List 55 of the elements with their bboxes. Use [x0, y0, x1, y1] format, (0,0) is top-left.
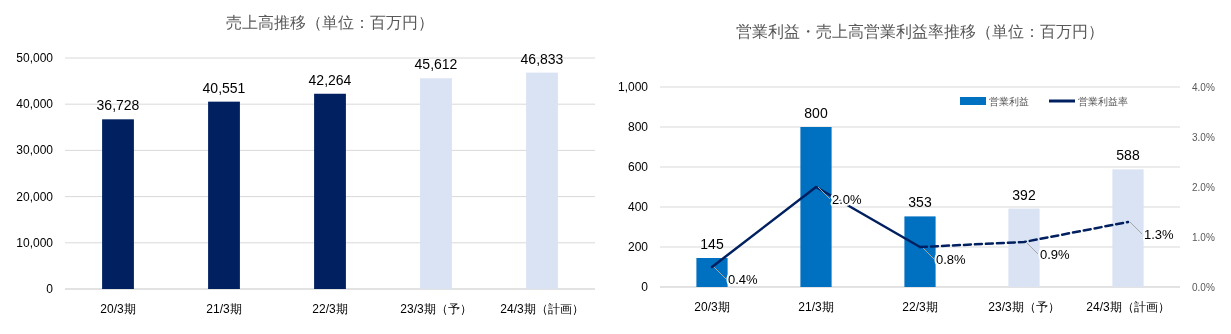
x-tick-label: 22/3期: [902, 300, 938, 314]
y-tick-label: 0: [641, 280, 649, 294]
bar: [314, 93, 346, 289]
legend-label: 営業利益: [989, 96, 1029, 107]
bar: [420, 78, 452, 289]
y2-tick-label: 2.0%: [1192, 182, 1215, 193]
bar: [800, 127, 832, 287]
x-tick-label: 20/3期: [694, 300, 730, 314]
x-tick-label: 21/3期: [206, 302, 242, 316]
data-label: 800: [804, 105, 828, 121]
y-tick-label: 1,000: [617, 80, 649, 94]
data-label: 45,612: [414, 56, 458, 73]
y-tick-label: 10,000: [16, 235, 54, 250]
x-tick-label: 23/3期（予）: [988, 300, 1060, 314]
x-tick-label: 24/3期（計画）: [1086, 300, 1170, 314]
data-label: 0.9%: [1040, 247, 1071, 262]
data-label: 0.8%: [936, 252, 967, 267]
data-label: 46,833: [520, 50, 564, 67]
y-tick-label: 30,000: [16, 143, 54, 158]
y-tick-label: 400: [627, 200, 649, 214]
data-label: 353: [908, 194, 932, 211]
x-tick-label: 21/3期: [798, 300, 834, 314]
y-tick-label: 20,000: [16, 189, 54, 204]
data-label: 42,264: [308, 71, 352, 88]
data-label: 36,728: [96, 97, 140, 114]
x-tick-label: 22/3期: [312, 302, 348, 316]
data-label: 392: [1012, 186, 1036, 203]
y-tick-label: 200: [627, 240, 649, 254]
y-tick-label: 40,000: [16, 97, 54, 112]
bar: [904, 216, 936, 287]
x-tick-label: 20/3期: [100, 302, 136, 316]
bar: [1112, 169, 1144, 287]
data-label: 1.3%: [1144, 227, 1175, 242]
data-label: 0.4%: [728, 272, 759, 287]
x-tick-label: 23/3期（予）: [400, 302, 472, 316]
y-tick-label: 0: [46, 282, 54, 296]
data-label: 40,551: [202, 79, 246, 96]
y-tick-label: 50,000: [16, 51, 54, 65]
chart-title: 売上高推移（単位：百万円）: [226, 14, 434, 31]
y-tick-label: 600: [627, 160, 649, 174]
y2-tick-label: 3.0%: [1192, 132, 1215, 143]
y2-tick-label: 4.0%: [1192, 82, 1215, 93]
data-label: 145: [700, 236, 724, 252]
bar: [696, 258, 728, 287]
data-label: 588: [1116, 147, 1140, 164]
bar: [526, 72, 558, 289]
x-tick-label: 24/3期（計画）: [500, 302, 584, 316]
legend-label: 営業利益率: [1078, 96, 1128, 107]
bar: [102, 119, 134, 289]
chart-title: 営業利益・売上高営業利益率推移（単位：百万円）: [736, 23, 1104, 40]
bar: [1008, 208, 1040, 287]
y2-tick-label: 1.0%: [1192, 232, 1215, 243]
bar: [208, 101, 240, 289]
y-tick-label: 800: [627, 120, 649, 134]
y2-tick-label: 0.0%: [1192, 282, 1215, 293]
